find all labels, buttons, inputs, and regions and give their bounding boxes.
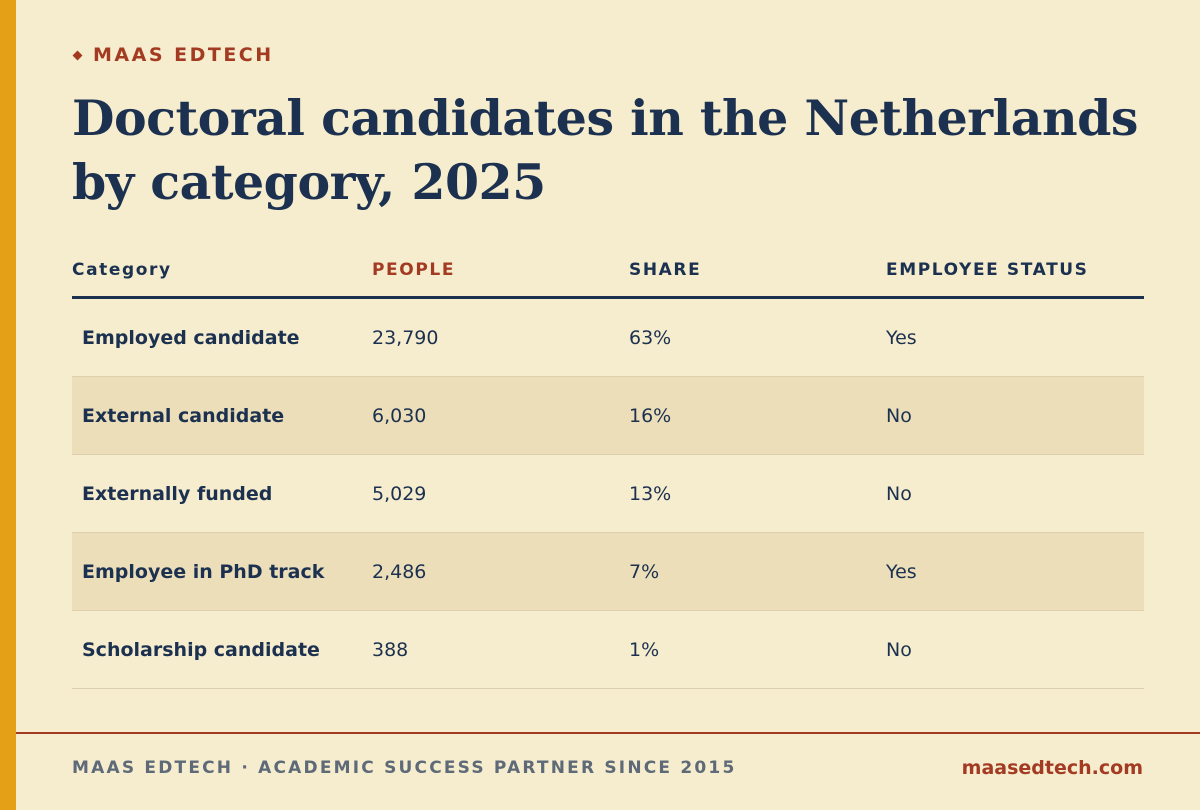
column-header-share: SHARE: [629, 244, 886, 299]
status-cell: Yes: [886, 532, 1144, 611]
diamond-icon: [72, 50, 83, 60]
people-cell: 388: [372, 610, 629, 689]
table-header-row: Category PEOPLE SHARE EMPLOYEE STATUS: [72, 244, 1144, 299]
left-accent-bar: [0, 0, 16, 810]
category-cell: Employed candidate: [72, 297, 372, 377]
share-cell: 1%: [629, 610, 886, 689]
share-cell: 16%: [629, 376, 886, 455]
brand-name: MAAS EDTECH: [93, 44, 274, 66]
page-title: Doctoral candidates in the Netherlands b…: [72, 89, 1138, 211]
column-header-people: PEOPLE: [372, 244, 629, 299]
footer-divider: [16, 732, 1200, 734]
column-header-employee-status: EMPLOYEE STATUS: [886, 244, 1144, 299]
data-table: Category PEOPLE SHARE EMPLOYEE STATUS Em…: [72, 244, 1144, 689]
people-cell: 5,029: [372, 454, 629, 533]
people-cell: 6,030: [372, 376, 629, 455]
status-cell: No: [886, 454, 1144, 533]
share-cell: 7%: [629, 532, 886, 611]
share-cell: 13%: [629, 454, 886, 533]
people-cell: 23,790: [372, 297, 629, 377]
table-row: Externally funded 5,029 13% No: [72, 454, 1144, 533]
footer-url-link[interactable]: maasedtech.com: [961, 757, 1143, 779]
column-header-category: Category: [72, 244, 372, 299]
category-cell: External candidate: [72, 376, 372, 455]
brand-header: MAAS EDTECH: [72, 44, 274, 66]
share-cell: 63%: [629, 297, 886, 377]
status-cell: No: [886, 376, 1144, 455]
status-cell: No: [886, 610, 1144, 689]
table-row: Employee in PhD track 2,486 7% Yes: [72, 532, 1144, 611]
category-cell: Employee in PhD track: [72, 532, 372, 611]
table-row: Employed candidate 23,790 63% Yes: [72, 297, 1144, 377]
status-cell: Yes: [886, 297, 1144, 377]
table-row: External candidate 6,030 16% No: [72, 376, 1144, 455]
table-row: Scholarship candidate 388 1% No: [72, 610, 1144, 689]
category-cell: Externally funded: [72, 454, 372, 533]
category-cell: Scholarship candidate: [72, 610, 372, 689]
footer-tagline: MAAS EDTECH · ACADEMIC SUCCESS PARTNER S…: [72, 758, 737, 778]
people-cell: 2,486: [372, 532, 629, 611]
